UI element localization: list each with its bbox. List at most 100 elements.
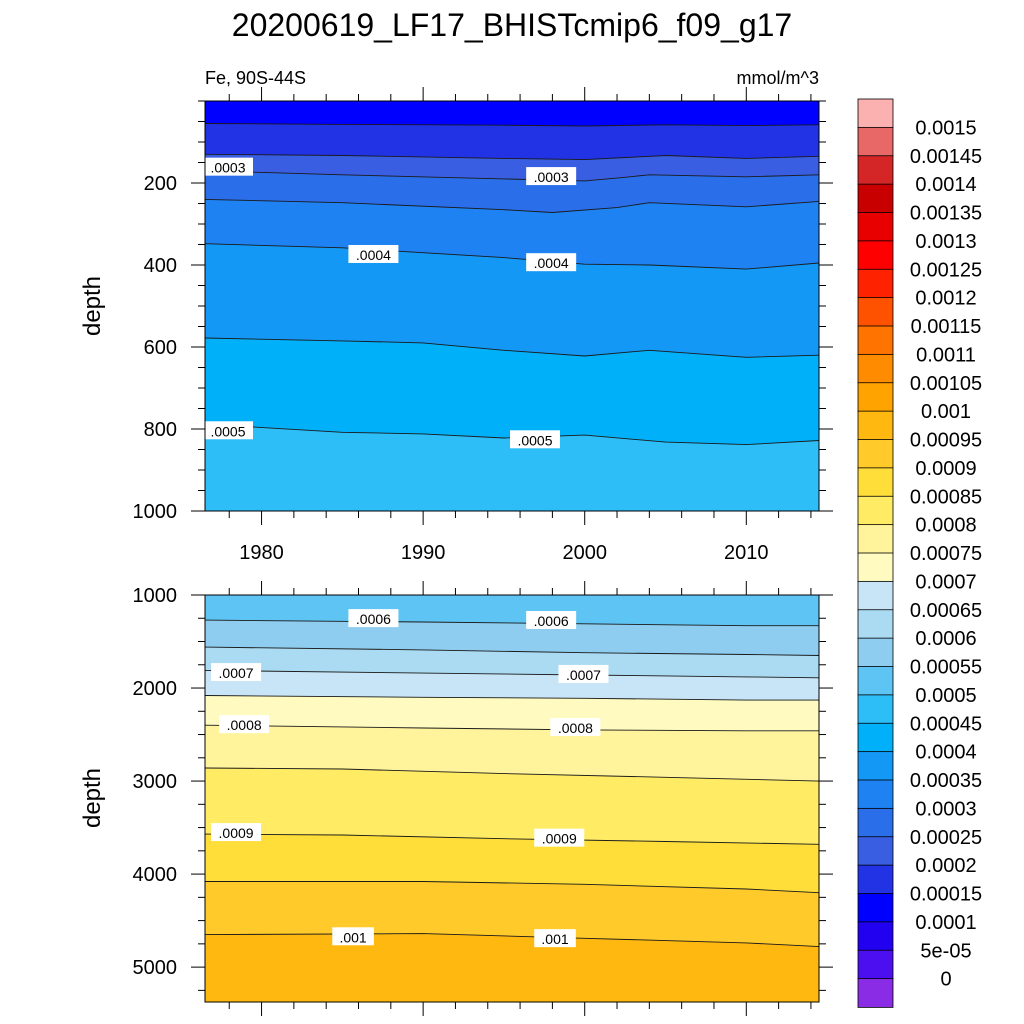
colorbar-swatch xyxy=(857,410,894,441)
x-tick-label: 2000 xyxy=(562,542,607,564)
colorbar-label: 0 xyxy=(940,969,951,991)
contour-label: .0003 xyxy=(203,157,253,176)
upper-depth-panel: .0003 .0003 .0004 .0004 .0005 .0005 200 400 600 8… xyxy=(133,87,833,564)
colorbar-label: 0.00145 xyxy=(910,146,982,168)
colorbar-swatch xyxy=(857,552,894,583)
colorbar-swatch xyxy=(857,495,894,526)
colorbar-label: 0.0007 xyxy=(915,571,976,593)
contour-line xyxy=(205,695,819,701)
contour-line xyxy=(205,153,819,161)
svg-text:.0008: .0008 xyxy=(227,717,262,733)
x-tick-label: 1990 xyxy=(401,542,446,564)
contour-band xyxy=(205,933,819,1002)
colorbar-swatch xyxy=(857,212,894,242)
contour-line xyxy=(205,337,819,358)
colorbar-swatch xyxy=(857,439,894,469)
colorbar-label: 0.0014 xyxy=(915,174,976,196)
contour-label: .0009 xyxy=(534,828,585,847)
units-label: mmol/m^3 xyxy=(737,68,819,88)
colorbar-swatch xyxy=(857,978,894,1008)
contour-line xyxy=(205,170,819,182)
svg-text:.0005: .0005 xyxy=(210,423,245,439)
svg-text:.0008: .0008 xyxy=(558,720,593,736)
colorbar-label: 0.00135 xyxy=(910,203,982,225)
y-tick-label: 2000 xyxy=(133,678,178,700)
contour-label: .0004 xyxy=(348,244,399,263)
colorbar-label: 0.0001 xyxy=(915,912,976,934)
colorbar-label: 5e-05 xyxy=(920,940,971,962)
colorbar-label: 0.00085 xyxy=(910,486,982,508)
contour-band xyxy=(205,424,819,511)
colorbar-label: 0.0012 xyxy=(915,288,976,310)
colorbar-label: 0.0008 xyxy=(915,515,976,537)
lower-depth-panel: .0006 .0006 .0007 .0007 .0008 .0008 .0009 .0009… xyxy=(133,581,833,1016)
y-tick-label: 800 xyxy=(144,419,177,441)
colorbar-label: 0.00025 xyxy=(910,827,982,849)
colorbar-swatch xyxy=(857,98,894,129)
colorbar-swatch xyxy=(857,240,894,271)
x-tick-label: 2010 xyxy=(724,542,769,564)
y-tick-label: 1000 xyxy=(133,501,178,523)
colorbar-swatch xyxy=(857,836,894,866)
contour-label: .0008 xyxy=(550,717,601,736)
chart-title: 20200619_LF17_BHISTcmip6_f09_g17 xyxy=(232,7,792,43)
svg-text:.0004: .0004 xyxy=(356,247,391,263)
colorbar: 0.0015 0.00145 0.0014 0.00135 0.0013 0.00125 0… xyxy=(857,98,982,1008)
colorbar-label: 0.00015 xyxy=(910,884,982,906)
contour-line xyxy=(205,881,819,894)
contour-label: .001 xyxy=(534,929,576,948)
svg-text:.0003: .0003 xyxy=(534,169,569,185)
colorbar-label: 0.0003 xyxy=(915,798,976,820)
contour-label: .0007 xyxy=(558,664,609,683)
svg-text:.001: .001 xyxy=(339,929,366,945)
colorbar-swatch xyxy=(857,921,894,952)
colorbar-label: 0.0002 xyxy=(915,855,976,877)
contour-line xyxy=(205,767,819,782)
colorbar-swatch xyxy=(857,694,894,725)
colorbar-label: 0.0013 xyxy=(915,231,976,253)
svg-text:.0007: .0007 xyxy=(219,665,254,681)
y-tick-label: 3000 xyxy=(133,771,178,793)
colorbar-swatch xyxy=(857,779,894,810)
colorbar-swatch xyxy=(857,297,894,327)
colorbar-swatch xyxy=(857,126,894,157)
colorbar-label: 0.0005 xyxy=(915,685,976,707)
colorbar-label: 0.00105 xyxy=(910,373,982,395)
y-tick-label: 4000 xyxy=(133,864,178,886)
colorbar-label: 0.0015 xyxy=(915,117,976,139)
colorbar-swatch xyxy=(857,467,894,498)
colorbar-label: 0.001 xyxy=(921,401,971,423)
svg-text:.001: .001 xyxy=(541,931,568,947)
contour-label: .0006 xyxy=(348,609,399,628)
colorbar-label: 0.00095 xyxy=(910,430,982,452)
variable-region-label: Fe, 90S-44S xyxy=(205,68,306,88)
colorbar-swatch xyxy=(857,722,894,753)
colorbar-swatch xyxy=(857,609,894,639)
svg-text:.0007: .0007 xyxy=(566,667,601,683)
colorbar-swatch xyxy=(857,268,894,299)
svg-text:.0006: .0006 xyxy=(356,611,391,627)
contour-label: .0006 xyxy=(526,610,577,629)
contour-label: .0005 xyxy=(510,430,560,449)
colorbar-swatch xyxy=(857,666,894,696)
lower-y-axis-label: depth xyxy=(79,768,106,828)
colorbar-label: 0.0006 xyxy=(915,628,976,650)
contour-line xyxy=(205,833,819,845)
contour-line xyxy=(205,123,819,127)
contour-line xyxy=(205,198,819,213)
svg-text:.0009: .0009 xyxy=(542,831,577,847)
svg-text:.0003: .0003 xyxy=(210,160,245,176)
colorbar-swatch xyxy=(857,751,894,781)
contour-label: .0007 xyxy=(211,663,262,682)
colorbar-swatch xyxy=(857,382,894,412)
colorbar-swatch xyxy=(857,353,894,384)
colorbar-label: 0.0004 xyxy=(915,742,976,764)
colorbar-swatch xyxy=(857,637,894,668)
colorbar-swatch xyxy=(857,580,894,611)
y-tick-label: 600 xyxy=(144,337,177,359)
colorbar-swatch xyxy=(857,325,894,356)
upper-y-axis-label: depth xyxy=(79,276,106,336)
colorbar-label: 0.00035 xyxy=(910,770,982,792)
colorbar-swatch xyxy=(857,949,894,980)
colorbar-swatch xyxy=(857,893,894,923)
